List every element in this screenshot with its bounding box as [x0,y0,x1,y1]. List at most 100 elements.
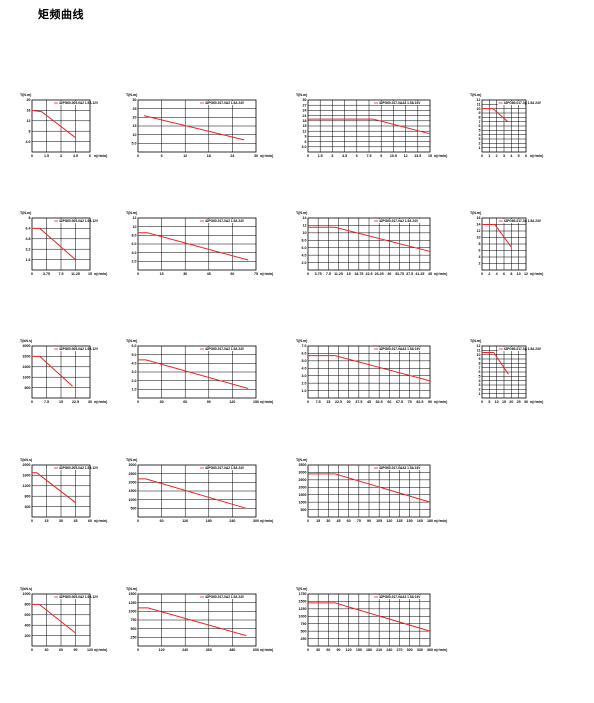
y-tick-label: 3 [479,383,481,387]
y-tick-label: 1000 [299,614,307,618]
legend-bg [373,347,429,351]
y-tick-label: 6.0 [132,344,137,348]
chart-9: 0 30 60 90 120 150 1.0 2.0 3.0 4.0 5.0 6.0T(N.m) n(r… [126,339,274,404]
y-tick-label: 16 [477,216,481,220]
x-tick-label: 22.5 [335,400,342,404]
x-axis-label: n(r/min) [94,519,108,523]
y-axis-label: T(N.m) [126,587,138,591]
x-axis-label: n(r/min) [434,648,448,652]
legend-bg [53,466,89,470]
y-tick-label: 4.8 [26,237,31,241]
y-tick-label: 4000 [23,344,31,348]
y-tick-label: 14 [477,223,481,227]
x-tick-label: 12 [404,154,408,158]
x-tick-label: 7.5 [316,400,321,404]
y-tick-label: 20 [27,98,31,102]
chart-14: 0 15 30 45 60 75 90 105 120 135 150 165 180 500 1000 15… [296,458,448,523]
x-tick-label: 90 [337,648,341,652]
legend-label: 42PG60-017-0AA3 1.5A 24V [379,347,421,351]
y-tick-label: 3 [479,137,481,141]
x-tick-label: 180 [206,519,212,523]
y-tick-label: 2400 [23,365,31,369]
x-tick-label: 5 [488,400,490,404]
y-tick-label: 1500 [299,493,307,497]
y-tick-label: 10 [477,353,481,357]
x-tick-label: 2 [488,272,490,276]
x-tick-label: 30 [326,519,330,523]
x-tick-label: 15 [347,272,351,276]
y-tick-label: 8 [29,216,31,220]
torque-curve [138,359,249,389]
x-tick-label: 120 [159,648,165,652]
y-tick-label: 2500 [129,472,137,476]
y-tick-label: 3000 [299,471,307,475]
y-axis-label: T(N.m) [126,93,138,97]
x-tick-label: 30 [524,400,528,404]
y-tick-label: 500 [301,629,307,633]
x-tick-label: 30 [254,154,258,158]
x-tick-label: 6 [525,154,527,158]
torque-curve [143,115,245,141]
x-axis-label: n(r/min) [530,272,544,276]
y-tick-label: 4.0 [132,251,137,255]
y-tick-label: 5.0 [302,359,307,363]
x-tick-label: 270 [397,648,403,652]
legend-bg [373,466,429,470]
x-tick-label: 60 [88,519,92,523]
x-tick-label: 150 [407,519,413,523]
torque-curve [32,472,76,504]
x-tick-label: 4 [510,154,512,158]
torque-curve [482,352,509,375]
x-tick-label: 480 [229,648,235,652]
x-axis-label: n(r/min) [260,519,274,523]
y-tick-label: 3500 [299,463,307,467]
legend-label: 42PG60-017-0AA3 1.5A 24V [379,595,421,599]
x-tick-label: 6 [161,154,163,158]
y-tick-label: 6 [479,370,481,374]
y-tick-label: 27 [303,103,307,107]
y-axis-label: T(N.m) [296,211,308,215]
y-tick-label: 4.0 [302,253,307,257]
y-tick-label: 2.0 [132,260,137,264]
chart-6: 0 3.75 7.5 11.25 15 18.75 22.5 26.25 30 33.75 37.5… [296,211,448,276]
torque-curve [138,232,249,261]
chart-7: 0 2 4 6 8 10 12246810121416T(N.m)n(r/min)42PG6… [470,211,544,276]
x-tick-label: 7.5 [326,272,331,276]
y-tick-label: 10 [303,231,307,235]
legend-label: 42PG60-017-0A2 1.5A 24V [205,347,245,351]
y-axis-label: T(kN.s) [20,458,33,462]
legend-bg [373,219,429,223]
x-tick-label: 3 [503,154,505,158]
torque-curve [32,227,76,260]
legend-bg [53,595,89,599]
x-tick-label: 11.25 [334,272,343,276]
y-tick-label: 8 [479,116,481,120]
y-tick-label: 12 [477,344,481,348]
legend-label: 42PG60-017-0A2 1.5A 24V [205,466,245,470]
x-tick-label: 45 [367,400,371,404]
chart-3: 0 1 2 3 4 5 6123456789101112T(N.m)n(r/min)42PG… [470,93,544,158]
x-tick-label: 75 [254,272,258,276]
legend-bg [53,101,89,105]
x-axis-label: n(r/min) [260,154,274,158]
torque-curve [31,109,76,139]
torque-curve [308,118,431,135]
x-tick-label: 0 [481,154,483,158]
y-tick-label: 1600 [23,375,31,379]
y-axis-label: T(kN.s) [20,587,33,591]
torque-curve [308,226,431,252]
y-axis-label: T(N.m) [296,458,308,462]
y-tick-label: 500 [131,507,137,511]
x-tick-label: 15 [59,400,63,404]
torque-curve [482,224,512,248]
x-tick-label: 24 [230,154,234,158]
y-axis-label: T(N.m) [296,93,308,97]
y-tick-label: 1500 [129,489,137,493]
y-tick-label: 6 [479,124,481,128]
x-tick-label: 10 [495,400,499,404]
y-tick-label: 400 [25,505,31,509]
legend-bg [373,101,429,105]
y-tick-label: 3.0 [132,370,137,374]
y-tick-label: 2500 [299,478,307,482]
